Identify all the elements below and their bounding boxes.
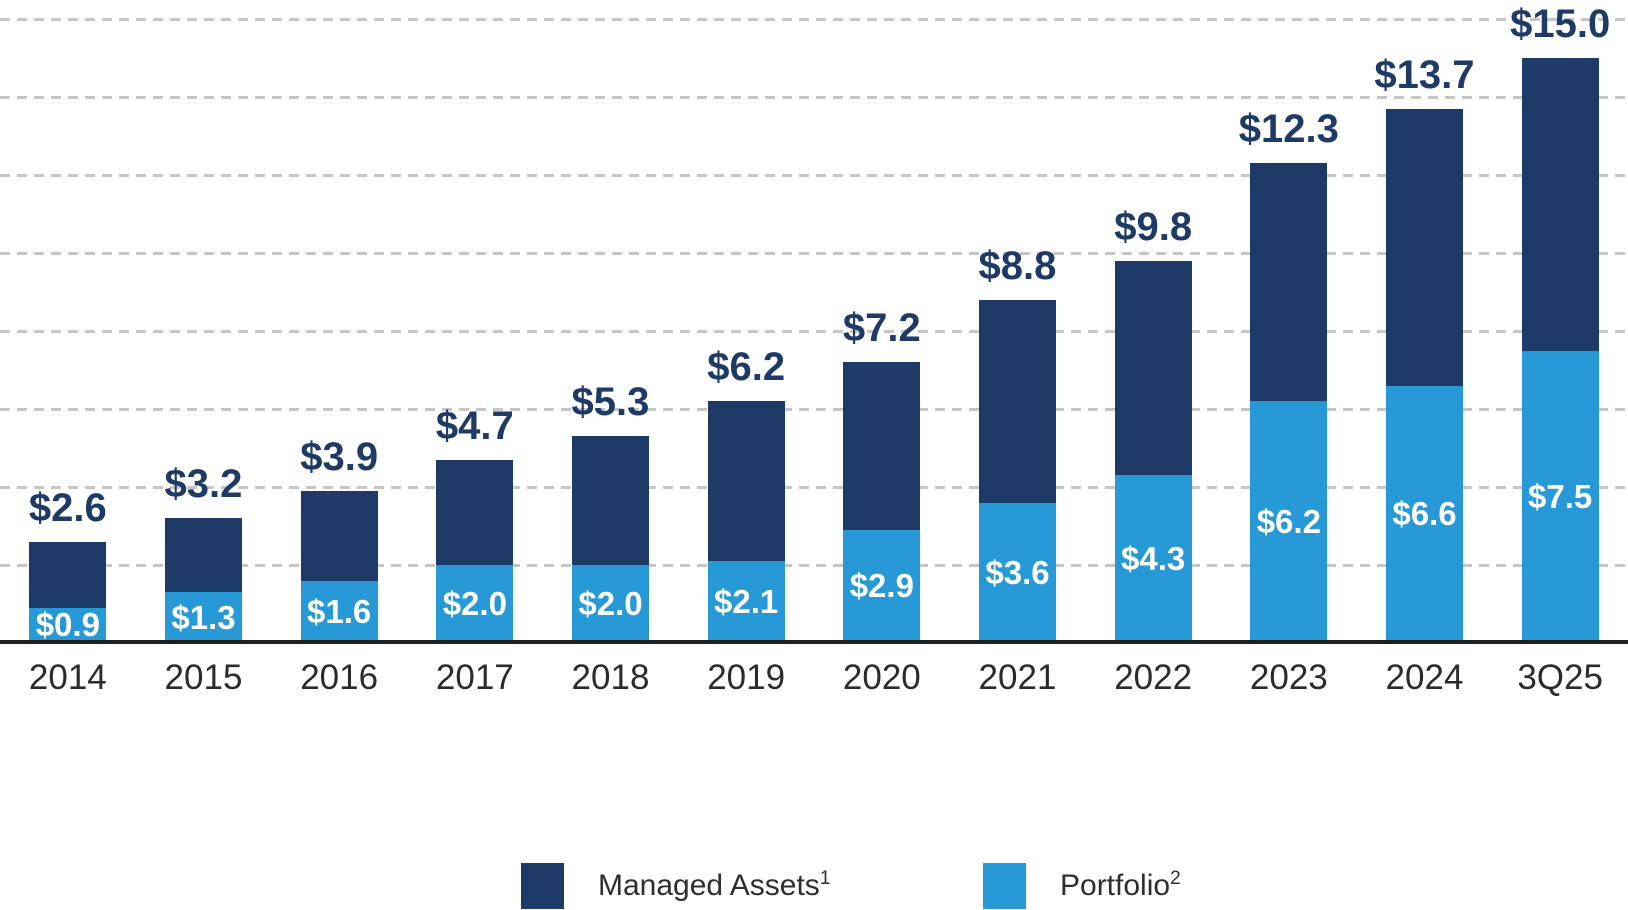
total-value-label: $9.8 (1114, 204, 1193, 249)
total-value-label: $5.3 (571, 380, 650, 425)
total-value-label: $7.2 (842, 306, 921, 351)
managed-assets-segment (843, 362, 921, 530)
x-axis-label-2021: 2021 (978, 658, 1057, 697)
bar-group-2019: $6.2 $2.1 (678, 347, 814, 643)
x-axis-line (0, 640, 1628, 644)
gridline-12 (0, 173, 1628, 177)
portfolio-value-label: $1.3 (171, 598, 236, 636)
gridline-10 (0, 251, 1628, 255)
total-value-label: $2.6 (28, 485, 107, 530)
total-value-label: $13.7 (1374, 52, 1475, 97)
x-axis-label-2015: 2015 (164, 658, 243, 697)
x-axis-label-2018: 2018 (571, 658, 650, 697)
portfolio-segment: $6.6 (1385, 385, 1463, 643)
portfolio-value-label: $2.9 (849, 567, 914, 605)
managed-assets-segment (1114, 260, 1192, 476)
bar-group-3Q25: $15.0 $7.5 (1492, 4, 1628, 643)
x-axis-label-2014: 2014 (28, 658, 107, 697)
x-axis-label-2017: 2017 (435, 658, 514, 697)
portfolio-value-label: $6.2 (1256, 503, 1321, 541)
bar-group-2023: $12.3 $6.2 (1221, 109, 1357, 643)
bar-group-2017: $4.7 $2.0 (407, 406, 543, 643)
total-value-label: $3.9 (300, 434, 379, 479)
gridline-4 (0, 485, 1628, 489)
managed-assets-segment (164, 518, 242, 593)
gridline-2 (0, 563, 1628, 567)
portfolio-value-label: $7.5 (1528, 477, 1593, 515)
portfolio-value-label: $3.6 (985, 553, 1050, 591)
portfolio-value-label: $0.9 (35, 606, 100, 644)
total-value-label: $6.2 (707, 345, 786, 390)
managed-assets-segment (300, 490, 378, 581)
gridline-8 (0, 329, 1628, 333)
managed-assets-segment (436, 459, 514, 565)
total-value-label: $3.2 (164, 462, 243, 507)
bar-group-2018: $5.3 $2.0 (543, 382, 679, 643)
managed-assets-segment (1385, 108, 1463, 386)
portfolio-value-label: $2.0 (578, 585, 643, 622)
portfolio-segment: $6.2 (1250, 401, 1328, 643)
x-axis-label-2020: 2020 (842, 658, 921, 697)
portfolio-segment: $4.3 (1114, 475, 1192, 643)
portfolio-segment: $2.9 (843, 529, 921, 643)
x-axis-label-2019: 2019 (707, 658, 786, 697)
bar-group-2020: $7.2 $2.9 (814, 308, 950, 643)
portfolio-value-label: $6.6 (1392, 495, 1457, 533)
portfolio-value-label: $4.3 (1121, 540, 1186, 578)
x-axis-label-2024: 2024 (1385, 658, 1464, 697)
portfolio-segment: $3.6 (978, 502, 1056, 643)
gridline-6 (0, 407, 1628, 411)
managed-assets-segment (29, 541, 107, 608)
bar-group-2014: $2.6 $0.9 (0, 488, 136, 643)
managed-assets-segment (1521, 58, 1599, 351)
managed-assets-segment (978, 299, 1056, 503)
portfolio-segment: $0.9 (29, 606, 107, 644)
total-value-label: $15.0 (1510, 2, 1611, 46)
portfolio-segment: $1.6 (300, 580, 378, 643)
portfolio-value-label: $2.0 (442, 585, 507, 622)
bar-group-2016: $3.9 $1.6 (271, 437, 407, 643)
x-axis-label-2023: 2023 (1249, 658, 1328, 697)
bar-group-2021: $8.8 $3.6 (950, 246, 1086, 643)
bar-group-2022: $9.8 $4.3 (1085, 207, 1221, 643)
portfolio-segment: $7.5 (1521, 350, 1599, 643)
portfolio-value-label: $1.6 (307, 592, 372, 630)
managed-assets-segment (707, 401, 785, 562)
portfolio-segment: $2.0 (436, 565, 514, 643)
portfolio-segment: $2.0 (571, 565, 649, 643)
total-value-label: $12.3 (1238, 107, 1339, 152)
managed-assets-segment (571, 436, 649, 565)
gridline-14 (0, 95, 1628, 99)
total-value-label: $4.7 (435, 403, 514, 448)
portfolio-value-label: $2.1 (714, 583, 779, 621)
managed-assets-segment (1250, 163, 1328, 402)
bar-group-2024: $13.7 $6.6 (1357, 55, 1493, 643)
bar-group-2015: $3.2 $1.3 (136, 464, 272, 643)
portfolio-segment: $1.3 (164, 592, 242, 643)
x-axis-label-2016: 2016 (300, 658, 379, 697)
total-value-label: $8.8 (978, 243, 1057, 288)
gridline-16 (0, 17, 1628, 21)
x-axis-label-2022: 2022 (1114, 658, 1193, 697)
x-axis-label-3Q25: 3Q25 (1517, 658, 1603, 697)
portfolio-segment: $2.1 (707, 561, 785, 643)
